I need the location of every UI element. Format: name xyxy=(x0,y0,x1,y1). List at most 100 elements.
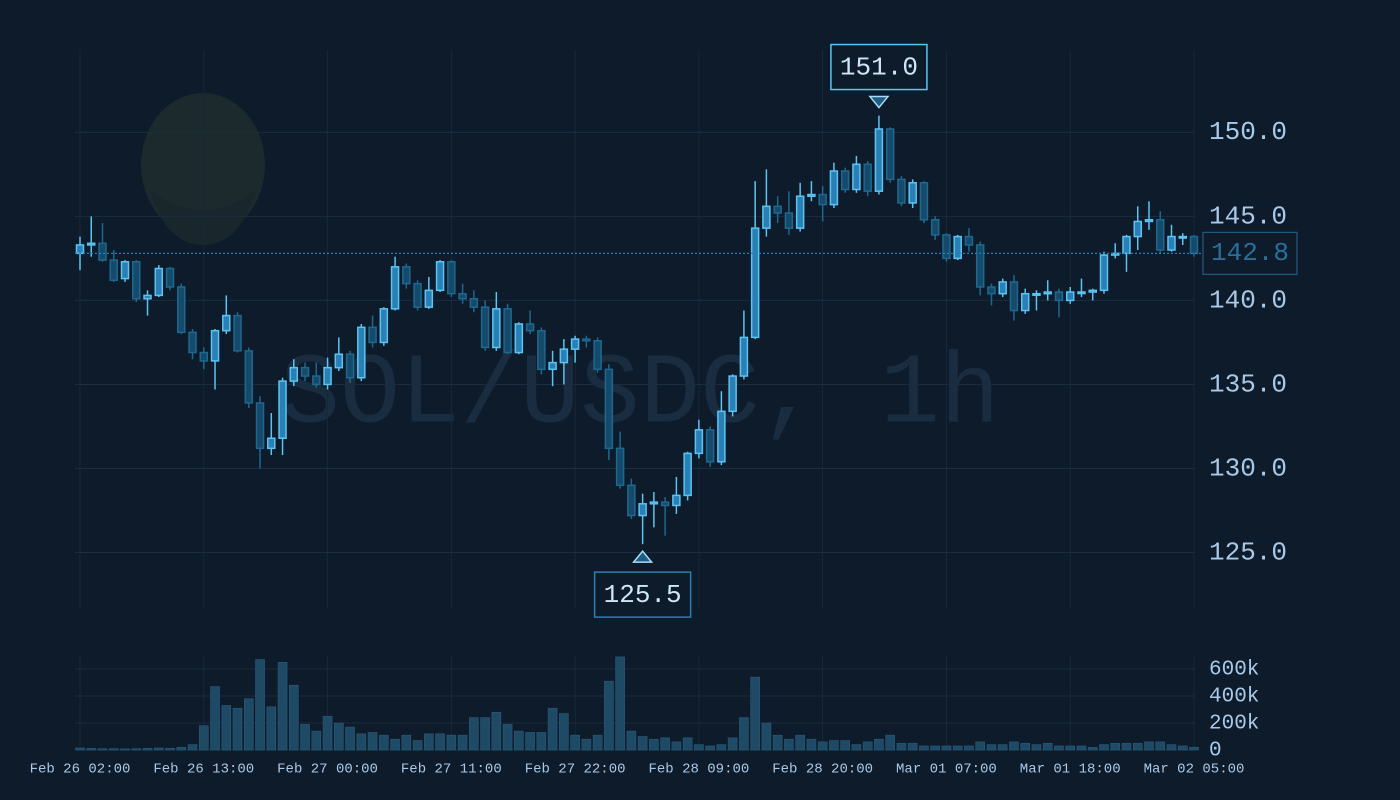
volume-bar xyxy=(784,738,794,751)
volume-bar xyxy=(1155,741,1166,751)
candle-body xyxy=(1155,219,1165,251)
volume-bar xyxy=(424,733,434,751)
candle-body xyxy=(852,163,861,191)
x-tick-label: Mar 01 07:00 xyxy=(896,762,997,778)
candle-body xyxy=(1178,235,1187,239)
y-tick-label: 150.0 xyxy=(1209,117,1287,147)
volume-bar xyxy=(772,734,783,751)
volume-bar xyxy=(874,738,884,751)
volume-bar xyxy=(1042,742,1053,751)
candle-body xyxy=(1077,291,1086,295)
candle-body xyxy=(278,380,287,439)
candle-body xyxy=(885,128,895,181)
volume-bar xyxy=(187,744,198,751)
volume-bar xyxy=(750,676,760,751)
x-tick-label: Feb 26 13:00 xyxy=(153,762,254,778)
volume-bar xyxy=(604,680,614,751)
volume-bar xyxy=(255,659,265,751)
candle-body xyxy=(1167,235,1176,251)
candle-body xyxy=(1144,219,1154,223)
volume-bar xyxy=(1065,745,1076,751)
candle-body xyxy=(1009,281,1019,312)
candle-body xyxy=(222,314,231,332)
volume-bar xyxy=(649,738,659,751)
x-tick-label: Feb 27 00:00 xyxy=(277,762,378,778)
candle-body xyxy=(559,348,569,364)
low-marker xyxy=(632,549,654,563)
volume-bar xyxy=(401,734,412,751)
candle-body xyxy=(188,331,197,354)
volume-bar xyxy=(288,684,299,751)
volume-bar xyxy=(559,713,569,751)
candle-body xyxy=(593,340,602,371)
candle-body xyxy=(390,266,400,310)
volume-bar xyxy=(1121,742,1132,751)
volume-bar xyxy=(727,737,738,751)
last-price-label: 142.8 xyxy=(1211,238,1289,268)
volume-bar xyxy=(1020,742,1031,751)
candle-body xyxy=(582,338,591,342)
x-tick-label: Feb 28 20:00 xyxy=(772,762,873,778)
y-tick-label: 130.0 xyxy=(1209,453,1287,483)
candle-body xyxy=(480,306,490,349)
candle-body xyxy=(987,286,996,295)
candle-body xyxy=(379,308,389,344)
candle-body xyxy=(762,205,771,229)
candle-body xyxy=(345,353,355,379)
volume-bar xyxy=(356,733,367,751)
volume-bar xyxy=(862,741,873,751)
candle-body xyxy=(469,297,479,308)
volume-bar xyxy=(682,737,693,751)
volume-bar xyxy=(817,741,828,751)
candle-body xyxy=(1032,292,1041,296)
volume-bar xyxy=(300,724,310,751)
volume-bar xyxy=(1177,745,1188,751)
last-price-box xyxy=(1202,231,1298,275)
volume-bar xyxy=(165,748,175,751)
candle-body xyxy=(998,281,1007,295)
candle-body xyxy=(953,235,962,260)
volume-bar xyxy=(379,734,389,751)
candle-body xyxy=(717,410,726,463)
candle-body xyxy=(874,128,884,192)
candle-body xyxy=(312,375,321,386)
volume-bar xyxy=(919,745,929,751)
x-tick-label: Feb 28 09:00 xyxy=(648,762,749,778)
y-tick-label: 135.0 xyxy=(1209,369,1287,399)
volume-bar xyxy=(334,722,344,751)
volume-bar xyxy=(502,724,513,751)
volume-bar xyxy=(1166,744,1177,751)
volume-bar xyxy=(986,744,997,751)
candle-body xyxy=(728,375,737,413)
volume-bar xyxy=(277,661,288,751)
volume-bar xyxy=(851,744,862,751)
candle-body xyxy=(537,329,546,371)
volume-bar xyxy=(975,741,986,751)
candle-body xyxy=(255,402,265,450)
volume-bar xyxy=(716,744,727,751)
volume-bar xyxy=(840,740,850,751)
candle-body xyxy=(447,261,456,295)
volume-bar xyxy=(1076,745,1087,751)
volume-tick-label: 400k xyxy=(1209,686,1259,709)
volume-bar xyxy=(86,748,97,751)
volume-bar xyxy=(885,734,895,751)
candle-body xyxy=(627,484,636,517)
candle-body xyxy=(120,261,130,280)
candle-body xyxy=(1088,289,1097,293)
volume-bar xyxy=(806,738,817,751)
volume-bar xyxy=(243,698,254,751)
x-tick-label: Mar 02 05:00 xyxy=(1144,762,1245,778)
candle-body xyxy=(165,267,175,288)
volume-bar xyxy=(480,717,490,751)
volume-bar xyxy=(536,732,547,751)
volume-bar xyxy=(457,734,468,751)
candle-body xyxy=(1065,291,1075,302)
candle-body xyxy=(109,259,119,282)
candle-body xyxy=(784,212,794,229)
volume-bar xyxy=(547,707,558,751)
mascot-logo xyxy=(141,93,265,245)
candle-body xyxy=(829,170,839,206)
candle-body xyxy=(840,170,850,191)
volume-bar xyxy=(626,730,637,751)
